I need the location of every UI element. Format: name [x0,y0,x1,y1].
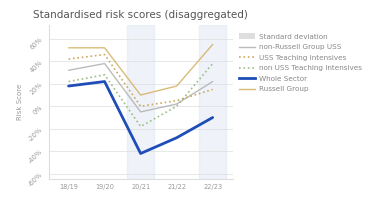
Title: Standardised risk scores (disaggregated): Standardised risk scores (disaggregated) [33,10,248,20]
Bar [199,25,226,179]
Bar [127,25,154,179]
Y-axis label: Risk Score: Risk Score [17,84,23,120]
Legend: Standard deviation, non-Russell Group USS, USS Teaching Intensives, non USS Teac: Standard deviation, non-Russell Group US… [238,32,363,94]
